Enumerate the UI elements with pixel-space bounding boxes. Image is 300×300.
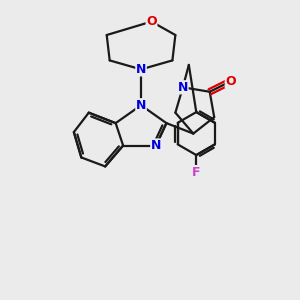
Text: N: N	[136, 63, 146, 76]
Text: N: N	[136, 99, 146, 112]
Text: N: N	[151, 139, 161, 152]
Text: F: F	[192, 166, 200, 178]
Text: N: N	[178, 81, 188, 94]
Text: O: O	[225, 75, 236, 88]
Text: O: O	[146, 15, 157, 28]
